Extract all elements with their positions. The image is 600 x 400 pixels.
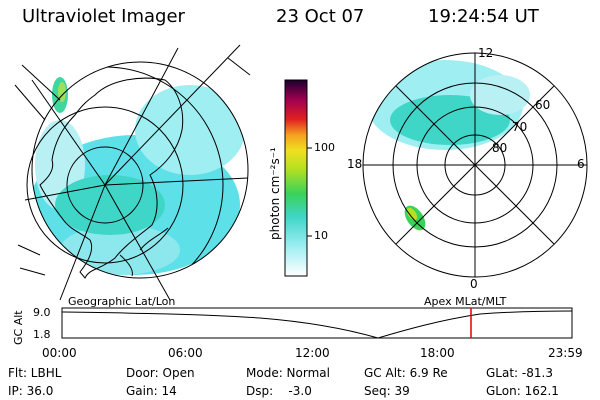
gain-info: Gain: 14 — [126, 384, 177, 398]
mlt-label-6: 6 — [577, 157, 585, 171]
geographic-map-caption: Geographic Lat/Lon — [68, 295, 176, 308]
ip-info: IP: 36.0 — [8, 384, 54, 398]
mlat-label-80: 80 — [492, 141, 508, 155]
colorbar-tick-10: 10 — [314, 229, 328, 242]
date-label: 23 Oct 07 — [276, 6, 365, 27]
glon-info: GLon: 162.1 — [486, 384, 559, 398]
timeline-xtick-1800: 18:00 — [420, 346, 455, 360]
timeline-ylabel: GC Alt — [12, 310, 25, 345]
colorbar-tick-100: 100 — [314, 141, 335, 154]
app-title: Ultraviolet Imager — [22, 6, 185, 27]
time-label: 19:24:54 UT — [428, 6, 539, 27]
door-info: Door: Open — [126, 366, 195, 380]
magnetic-map-caption: Apex MLat/MLT — [424, 295, 507, 308]
timeline-xtick-1200: 12:00 — [295, 346, 330, 360]
seq-info: Seq: 39 — [364, 384, 410, 398]
timeline-xtick-0000: 00:00 — [42, 346, 77, 360]
filter-info: Flt: LBHL — [8, 366, 62, 380]
timeline-ytick-max: 9.0 — [33, 306, 51, 319]
mlat-label-60: 60 — [535, 98, 551, 112]
mlt-label-18: 18 — [347, 157, 363, 171]
mlt-label-12: 12 — [478, 46, 494, 60]
timeline-xtick-2359: 23:59 — [548, 346, 583, 360]
gc-alt-info: GC Alt: 6.9 Re — [364, 366, 448, 380]
timeline-xtick-0600: 06:00 — [168, 346, 203, 360]
mode-info: Mode: Normal — [246, 366, 330, 380]
glat-info: GLat: -81.3 — [486, 366, 553, 380]
mlt-label-0: 0 — [470, 277, 478, 291]
mlat-label-70: 70 — [512, 120, 528, 134]
dsp-info: Dsp: -3.0 — [246, 384, 312, 398]
timeline-ytick-min: 1.8 — [33, 328, 51, 341]
